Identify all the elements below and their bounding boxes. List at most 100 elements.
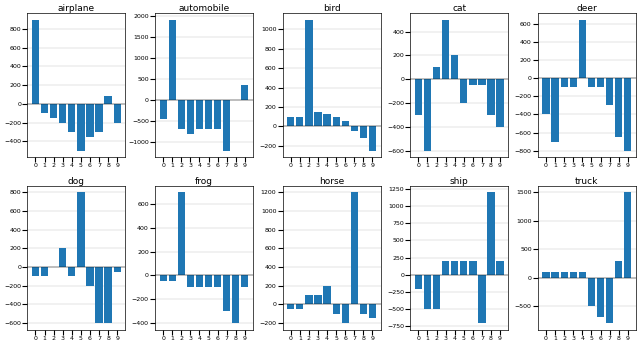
Bar [305,295,312,304]
Bar [606,78,613,106]
Bar [50,104,58,118]
Bar [77,192,84,267]
Bar [561,78,568,87]
Bar [214,276,221,287]
Bar [615,260,622,278]
Bar [314,295,322,304]
Bar [606,278,613,323]
Bar [168,20,176,100]
Bar [469,79,477,85]
Bar [296,304,303,309]
Bar [214,100,221,129]
Bar [305,20,312,126]
Bar [424,275,431,309]
Bar [95,267,102,323]
Bar [59,248,67,267]
Bar [451,56,458,79]
Bar [168,276,176,282]
Bar [196,276,203,287]
Bar [478,275,486,323]
Bar [314,112,322,126]
Bar [351,126,358,131]
Bar [543,272,550,278]
Bar [460,79,467,103]
Title: airplane: airplane [58,4,95,13]
Bar [369,304,376,318]
Bar [287,304,294,309]
Bar [497,79,504,127]
Bar [478,79,486,85]
Bar [232,276,239,323]
Bar [68,104,76,132]
Bar [205,100,212,129]
Bar [597,278,604,317]
Bar [615,78,622,137]
Bar [178,100,185,129]
Bar [77,104,84,150]
Bar [342,121,349,126]
Bar [323,286,331,304]
Bar [323,114,331,126]
Bar [497,261,504,275]
Bar [223,276,230,311]
Title: bird: bird [323,4,340,13]
Bar [41,104,48,113]
Bar [488,79,495,115]
Bar [95,104,102,132]
Bar [360,126,367,138]
Bar [552,272,559,278]
Bar [433,67,440,79]
Bar [205,276,212,287]
Bar [415,275,422,289]
Bar [223,100,230,150]
Title: automobile: automobile [179,4,230,13]
Bar [588,78,595,87]
Bar [187,276,194,287]
Bar [32,20,39,104]
Bar [442,261,449,275]
Bar [32,267,39,276]
Bar [104,96,112,104]
Bar [488,192,495,275]
Bar [433,275,440,309]
Bar [360,304,367,314]
Title: truck: truck [575,177,598,186]
Bar [178,192,185,276]
Bar [342,304,349,323]
Bar [187,100,194,134]
Bar [59,104,67,122]
Title: cat: cat [452,4,467,13]
Bar [415,79,422,115]
Bar [579,20,586,78]
Bar [86,104,93,137]
Bar [296,117,303,126]
Bar [624,78,632,150]
Bar [241,276,248,287]
Bar [113,267,121,272]
Bar [369,126,376,150]
Bar [241,85,248,100]
Bar [469,261,477,275]
Bar [104,267,112,323]
Title: horse: horse [319,177,344,186]
Title: frog: frog [195,177,213,186]
Bar [86,267,93,286]
Bar [442,20,449,79]
Bar [333,304,340,314]
Bar [624,192,632,278]
Title: ship: ship [450,177,468,186]
Bar [570,78,577,87]
Title: deer: deer [577,4,597,13]
Bar [543,78,550,115]
Bar [351,192,358,304]
Bar [333,117,340,126]
Bar [460,261,467,275]
Bar [561,272,568,278]
Bar [424,79,431,150]
Bar [287,117,294,126]
Bar [41,267,48,276]
Title: dog: dog [68,177,85,186]
Bar [451,261,458,275]
Bar [159,276,167,282]
Bar [588,278,595,306]
